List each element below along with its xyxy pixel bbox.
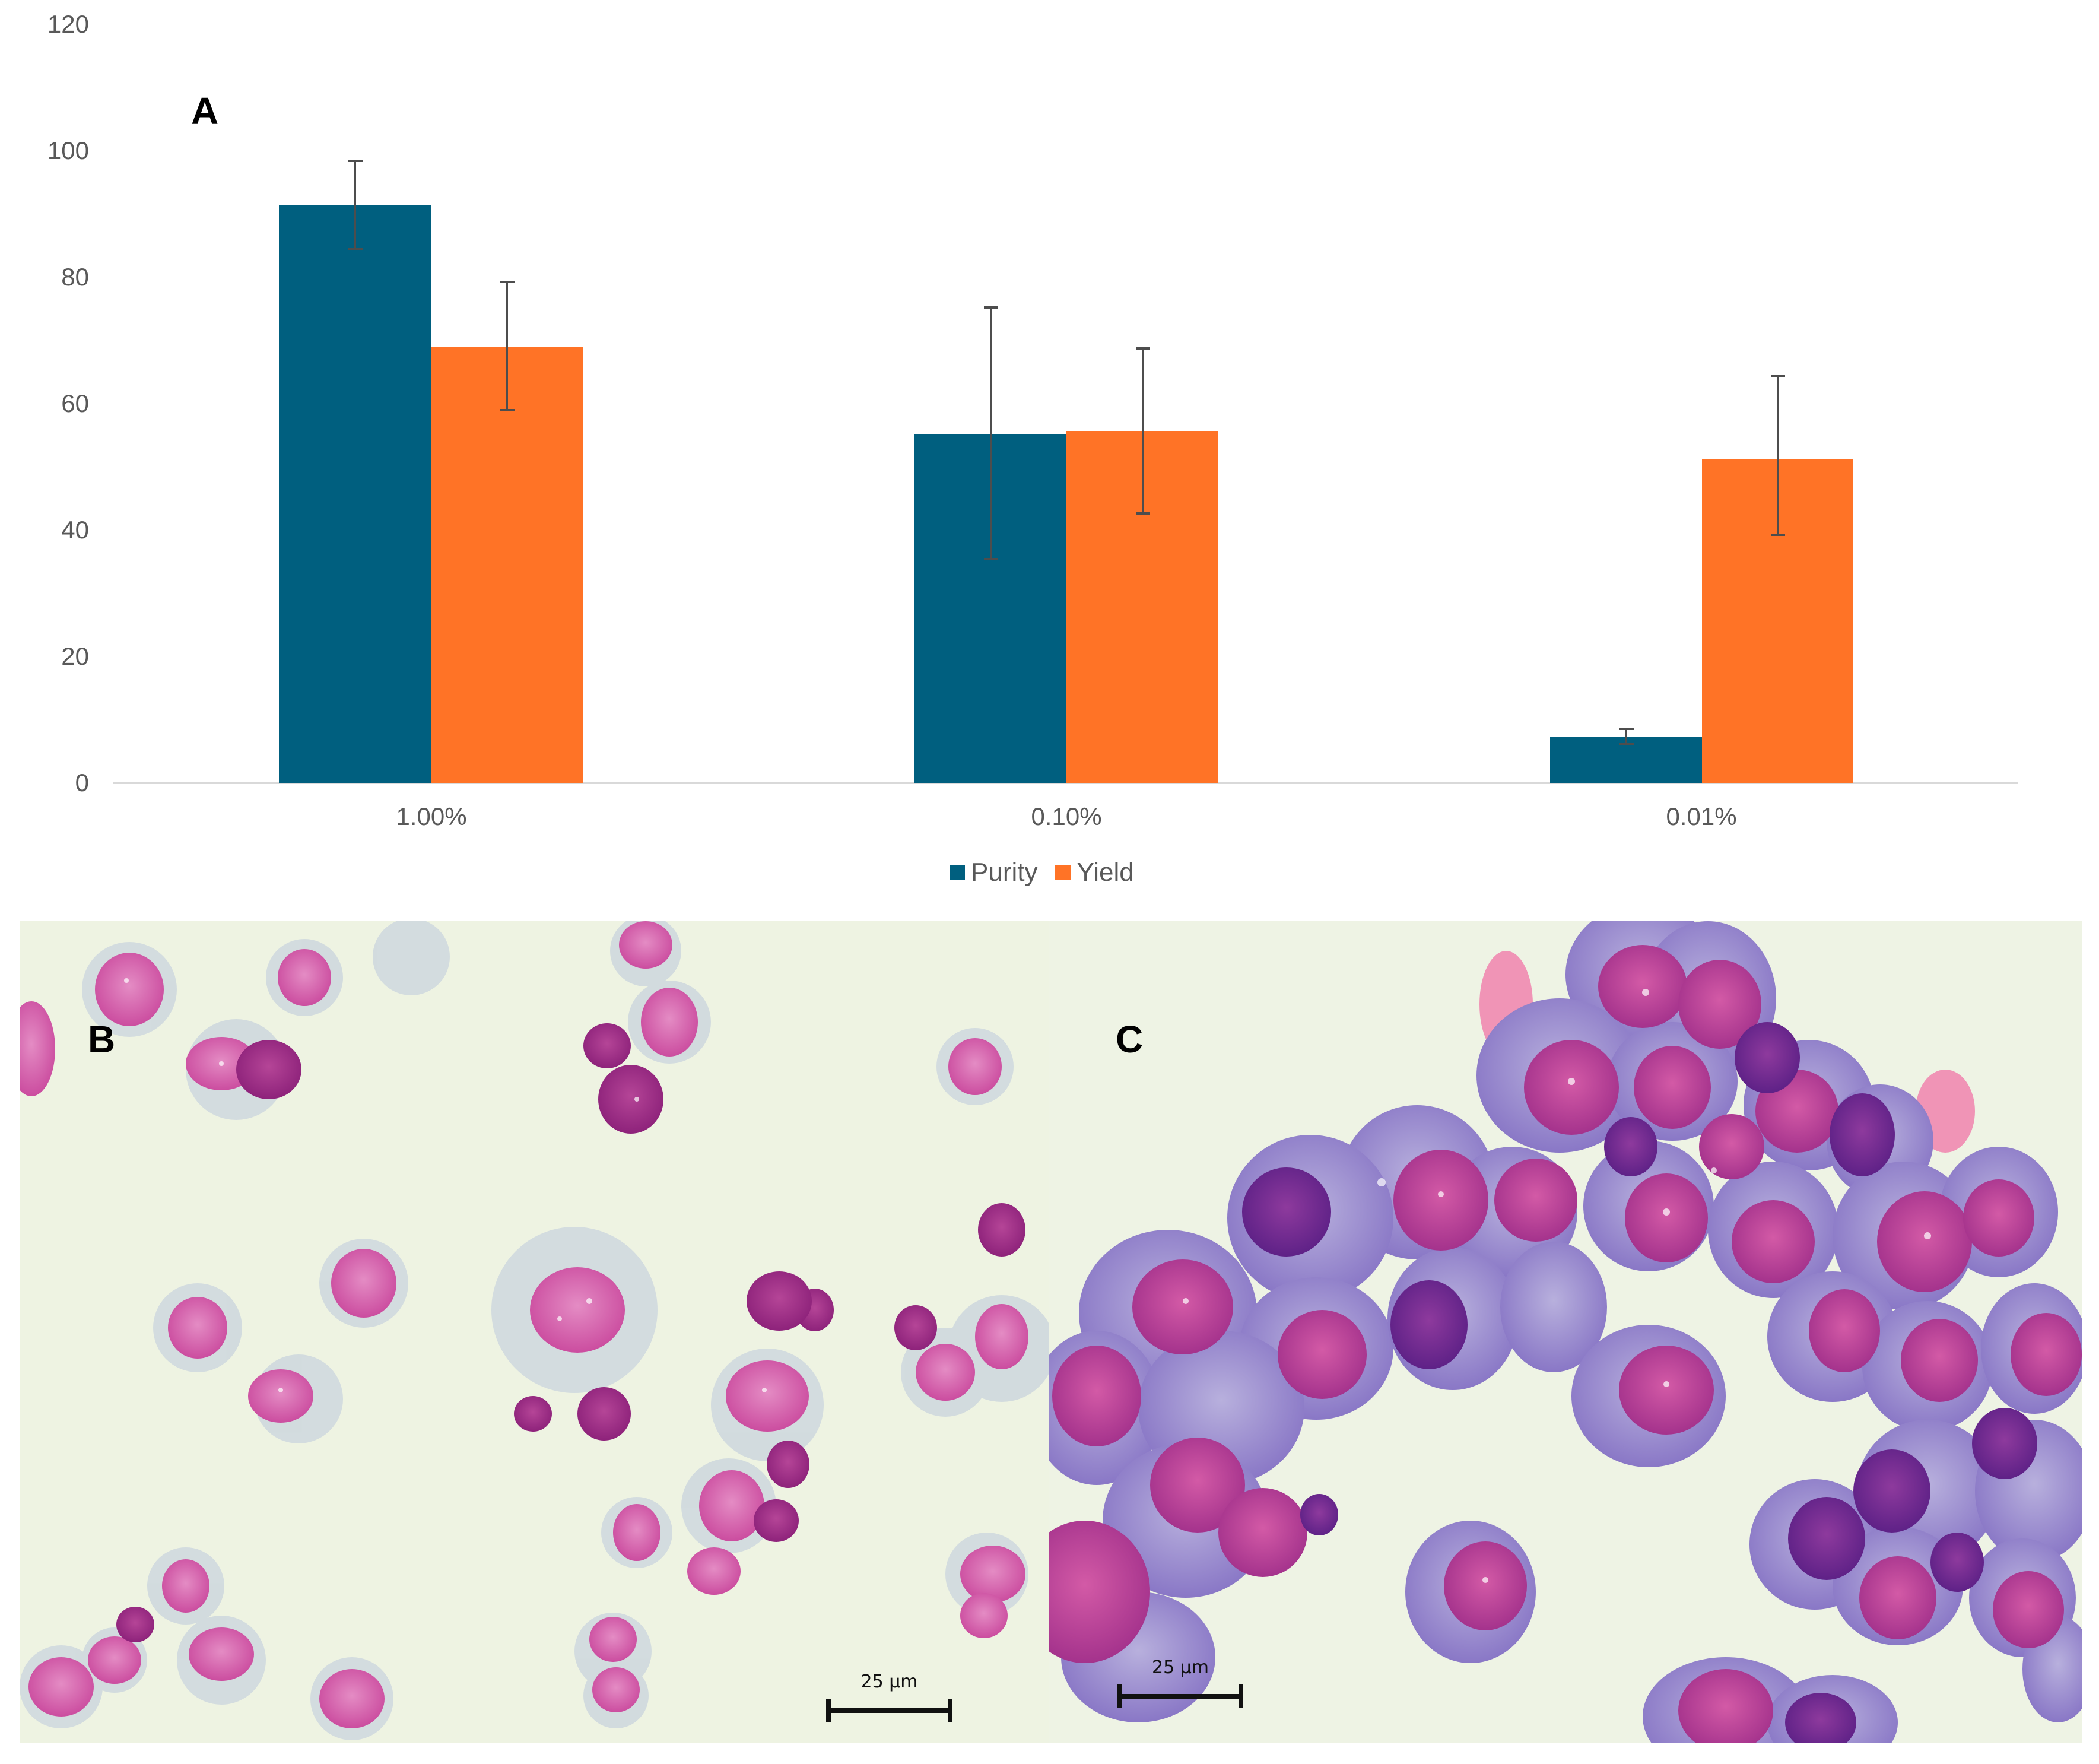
y-tick-0: 0 [75,769,89,797]
error-cap [1619,743,1634,745]
scale-bar-line [826,1708,952,1713]
error-bar-purity-0.1pct [990,307,992,560]
panel-label-c: C [1116,1018,1144,1061]
micrograph-panel-c: C 25 µm [1049,921,2082,1743]
bar-purity-1pct [279,205,431,783]
error-bar-purity-0.01pct [1625,729,1627,744]
scale-bar-b: 25 µm [826,1671,952,1722]
x-label-0.01pct: 0.01% [1666,802,1737,830]
error-cap [500,409,515,411]
y-tick-120: 120 [47,10,89,38]
scale-bar-label-c: 25 µm [1151,1657,1209,1678]
error-cap [348,160,363,162]
cell-image-c [1049,921,2082,1743]
x-axis-line [113,782,2018,784]
panel-label-a: A [191,90,219,132]
cell-image-b [20,921,1049,1740]
error-cap [1771,375,1785,377]
error-cap [1771,534,1785,536]
error-bar-yield-0.1pct [1142,348,1144,514]
x-label-0.1pct: 0.10% [1031,802,1102,830]
error-bar-yield-0.01pct [1777,376,1779,535]
error-cap [1136,347,1150,350]
error-bar-purity-1pct [354,161,356,250]
scale-bar-c: 25 µm [1117,1657,1243,1708]
error-cap [984,558,998,560]
error-cap [984,306,998,309]
legend-label-purity: Purity [971,858,1038,887]
legend-swatch-purity [950,865,965,880]
chart-legend: Purity Yield [950,858,1134,887]
legend-swatch-yield [1055,865,1071,880]
legend-label-yield: Yield [1077,858,1134,887]
panel-label-b: B [88,1018,116,1061]
y-tick-40: 40 [61,516,89,544]
scale-bar-tick [1239,1684,1243,1708]
y-tick-80: 80 [61,263,89,291]
micrograph-panel-b: B 25 µm [20,921,1049,1743]
error-bar-yield-1pct [506,282,508,411]
scale-bar-tick [948,1699,952,1722]
scale-bar-label-b: 25 µm [860,1671,918,1692]
x-label-1pct: 1.00% [396,802,467,830]
y-tick-100: 100 [47,137,89,164]
y-tick-60: 60 [61,389,89,417]
error-cap [348,248,363,250]
error-cap [1136,512,1150,515]
bar-yield-1pct [431,347,583,783]
error-cap [1619,728,1634,730]
scale-bar-line [1117,1694,1243,1699]
y-tick-20: 20 [61,642,89,670]
error-cap [500,281,515,283]
